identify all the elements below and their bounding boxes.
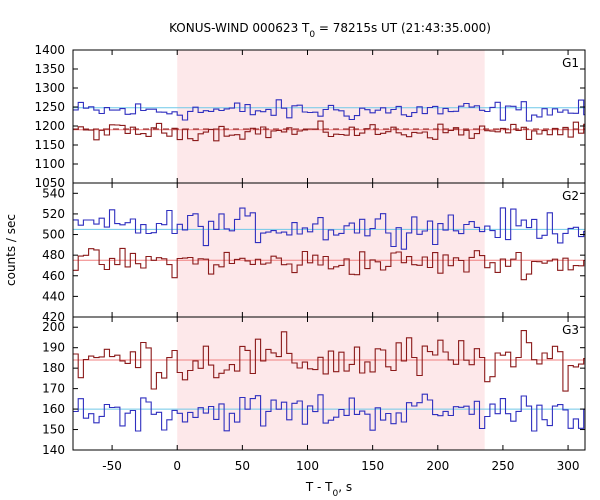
series-blue-g1	[73, 99, 585, 122]
x-tick-label: 250	[491, 459, 514, 473]
source-interval-highlight	[177, 50, 485, 450]
x-tick-label: 300	[557, 459, 580, 473]
panel-label-g2: G2	[562, 189, 579, 203]
y-tick-label-g1: 1050	[34, 176, 65, 190]
y-tick-label-g1: 1200	[34, 119, 65, 133]
y-tick-label-g1: 1300	[34, 81, 65, 95]
y-tick-label-g3: 160	[42, 402, 65, 416]
chart-title-subscript: 0	[309, 30, 315, 40]
y-tick-label-g3: 200	[42, 320, 65, 334]
x-axis-title: T - T0, s	[305, 480, 352, 499]
y-tick-label-g1: 1400	[34, 43, 65, 57]
series-red-g1	[73, 120, 585, 142]
highlight-layer	[177, 50, 485, 450]
frame-layer	[72, 49, 586, 451]
x-tick-label: 0	[173, 459, 181, 473]
series-blue-g2	[73, 207, 585, 250]
series-blue-g3	[73, 393, 585, 432]
y-tick-label-g1: 1250	[34, 100, 65, 114]
y-tick-label-g2: 520	[42, 207, 65, 221]
y-tick-label-g3: 190	[42, 341, 65, 355]
y-tick-label-g3: 140	[42, 443, 65, 457]
panel-label-g1: G1	[562, 56, 579, 70]
chart-title-main: KONUS-WIND 000623 T	[169, 21, 310, 35]
text-layer: 10501100115012001250130013501400G1420440…	[4, 21, 580, 499]
x-tick-label: 100	[296, 459, 319, 473]
y-tick-label-g2: 540	[42, 186, 65, 200]
y-tick-label-g1: 1150	[34, 138, 65, 152]
x-tick-label: -50	[102, 459, 122, 473]
x-tick-label: 150	[361, 459, 384, 473]
y-tick-label-g2: 440	[42, 289, 65, 303]
y-tick-label-g1: 1350	[34, 62, 65, 76]
y-tick-label-g2: 460	[42, 269, 65, 283]
y-tick-label-g3: 150	[42, 423, 65, 437]
x-axis-title-main: T - T	[305, 480, 333, 494]
series-red-g3	[73, 330, 585, 392]
y-axis-title: counts / sec	[4, 214, 18, 286]
y-tick-label-g3: 170	[42, 382, 65, 396]
x-axis-title-subscript: 0	[333, 489, 339, 499]
x-tick-label: 50	[235, 459, 250, 473]
panel-g1	[73, 99, 585, 142]
series-red-g2	[73, 247, 585, 281]
panel-frame-g3	[72, 316, 586, 451]
panel-g2	[73, 207, 585, 281]
x-axis-title-rest: , s	[338, 480, 352, 494]
y-tick-label-g2: 500	[42, 228, 65, 242]
y-tick-label-g2: 420	[42, 310, 65, 324]
x-tick-label: 200	[426, 459, 449, 473]
y-tick-label-g2: 480	[42, 248, 65, 262]
panel-g3	[73, 330, 585, 432]
panel-label-g3: G3	[562, 323, 579, 337]
data-layer	[73, 99, 585, 432]
chart-title: KONUS-WIND 000623 T0 = 78215s UT (21:43:…	[169, 21, 491, 40]
y-tick-label-g3: 180	[42, 361, 65, 375]
y-tick-label-g1: 1100	[34, 157, 65, 171]
chart-title-rest: = 78215s UT (21:43:35.000)	[315, 21, 491, 35]
